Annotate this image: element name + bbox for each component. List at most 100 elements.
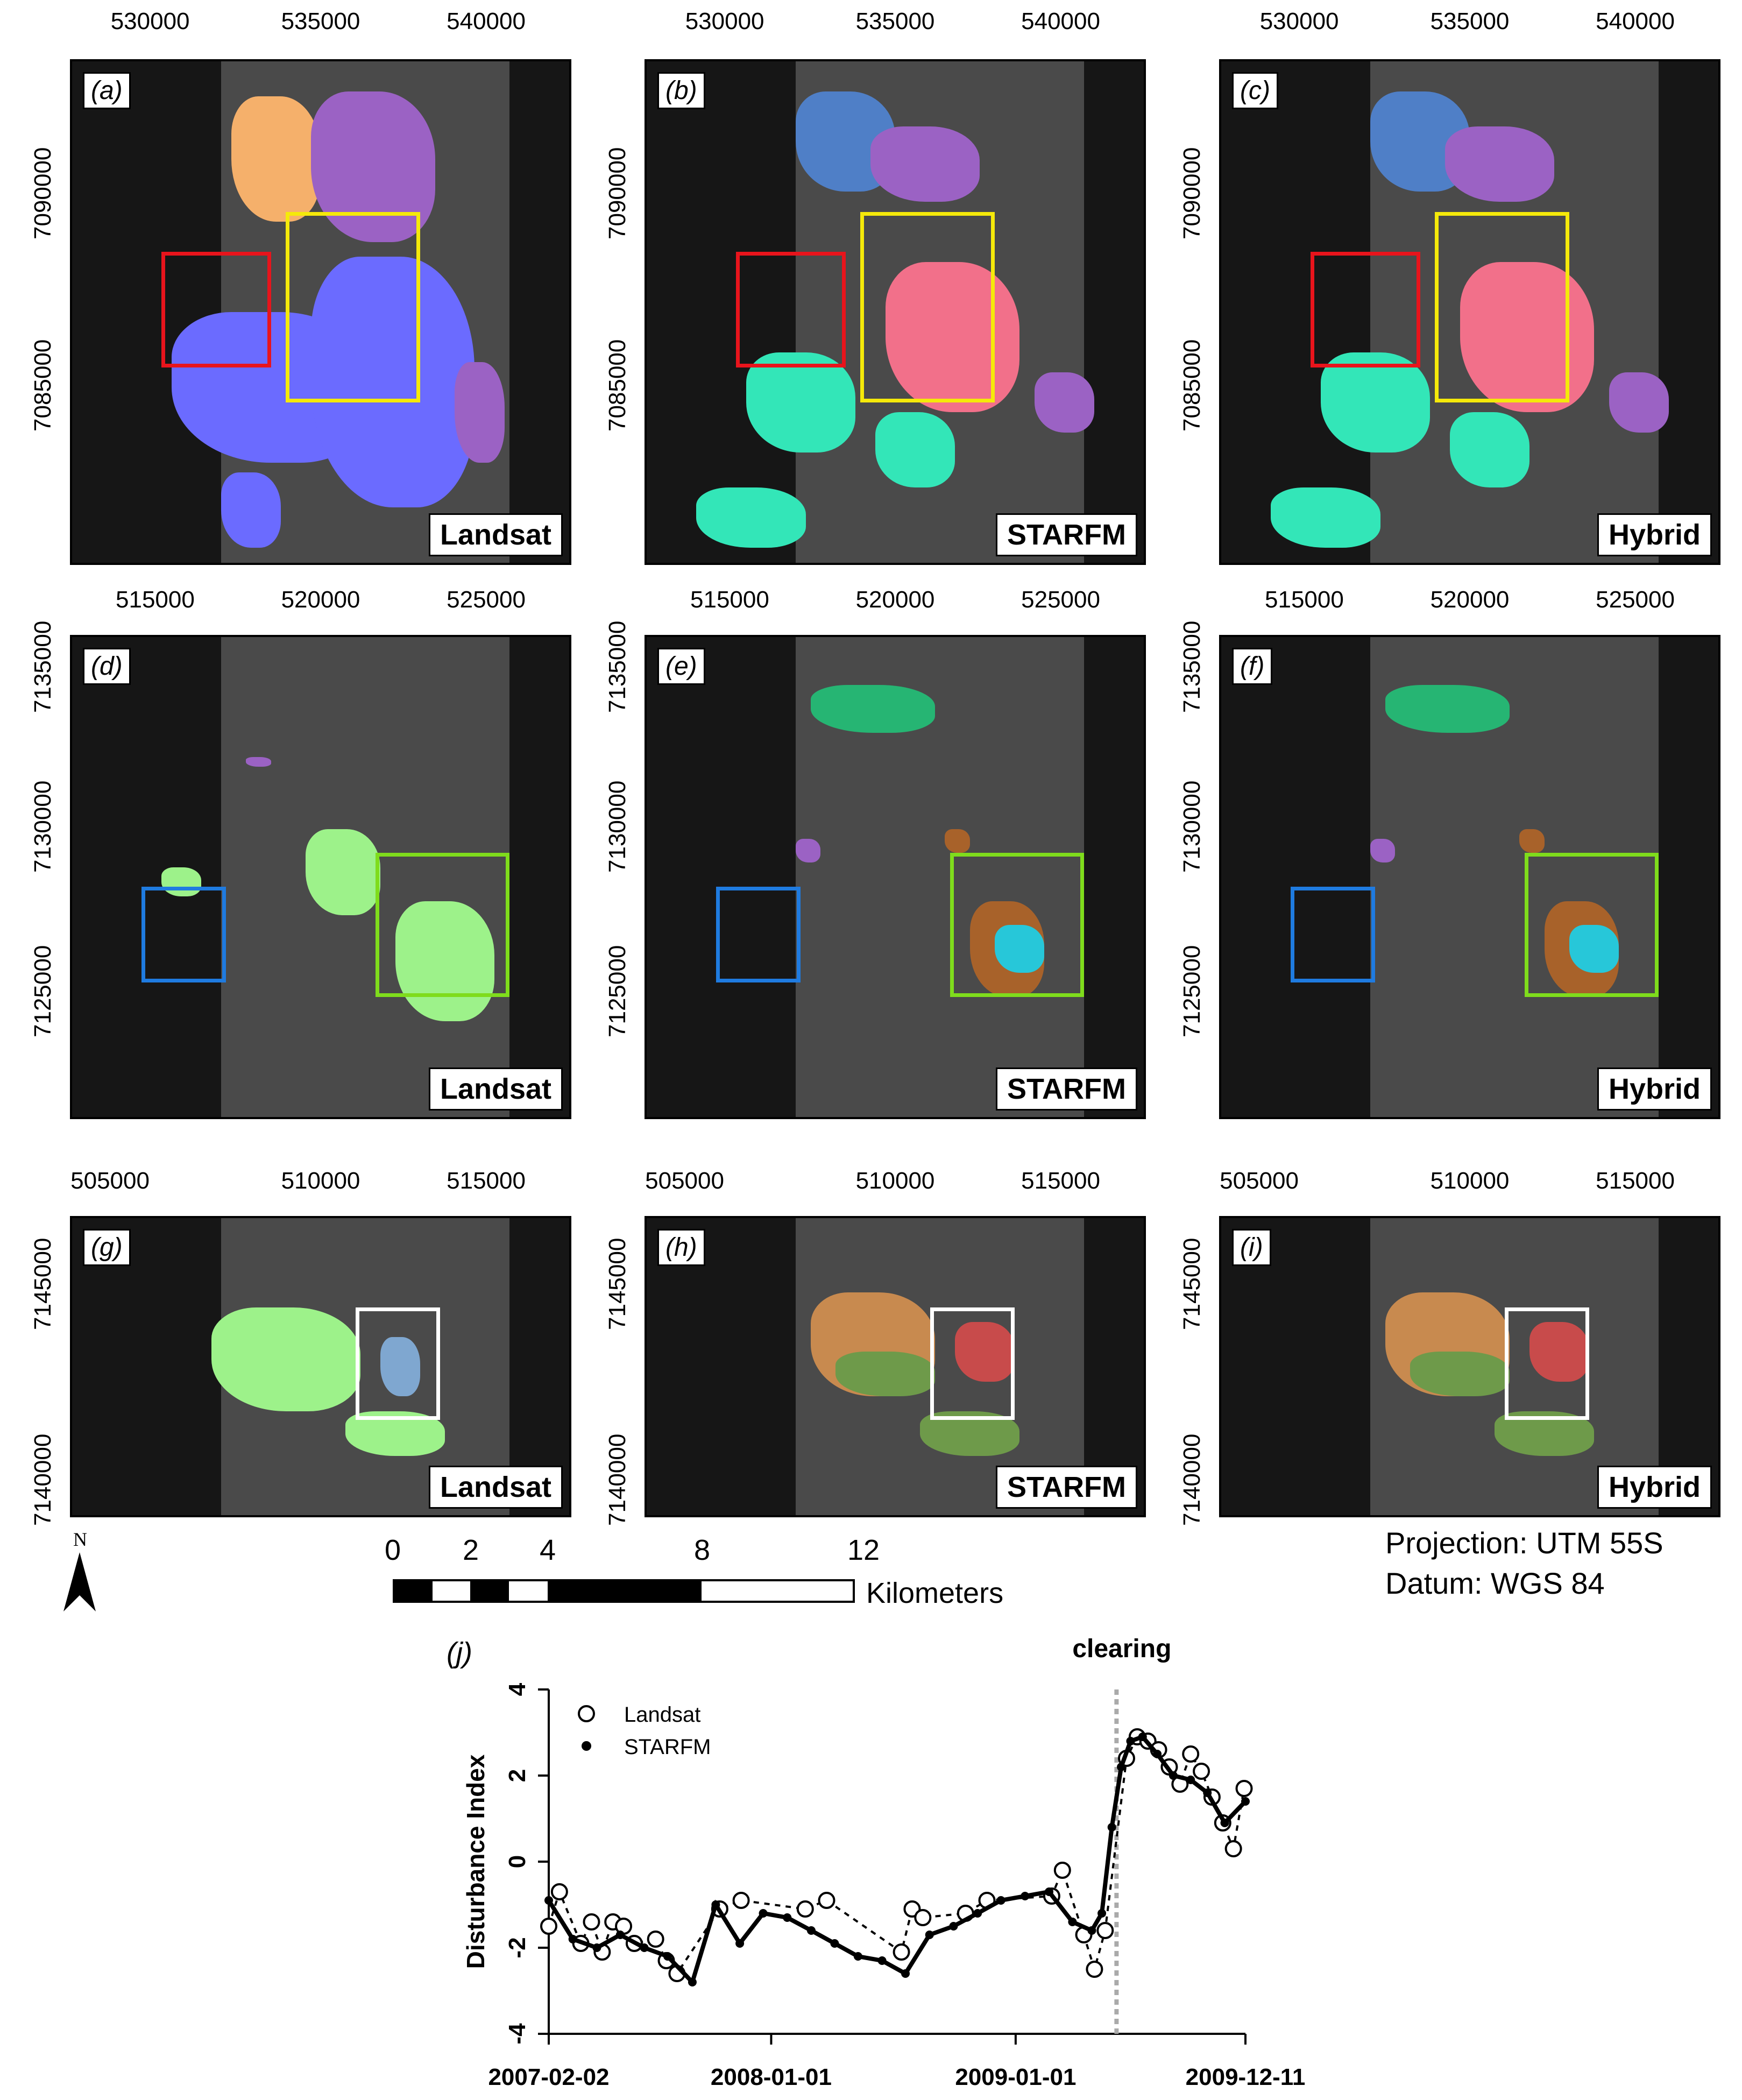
- y-tick-label: 7125000: [604, 945, 631, 1037]
- map-panel-h: (h) STARFM: [645, 1216, 1146, 1517]
- disturbance-patch: [954, 1322, 1015, 1382]
- data-point-starfm: [949, 1922, 958, 1931]
- clearing-label: clearing: [1072, 1635, 1171, 1663]
- data-point-landsat: [550, 1883, 568, 1900]
- data-point-landsat: [1086, 1961, 1103, 1978]
- y-tick-label: 7135000: [604, 620, 631, 713]
- disturbance-patch: [994, 925, 1045, 973]
- x-tick-label: 520000: [1430, 586, 1510, 613]
- y-tick-label: 7140000: [30, 1433, 56, 1526]
- disturbance-patch: [810, 685, 935, 733]
- y-tick-label: 7090000: [604, 147, 631, 239]
- disturbance-patch: [1519, 829, 1545, 853]
- sensor-label: STARFM: [996, 1067, 1137, 1111]
- data-point-starfm: [759, 1909, 768, 1918]
- legend-label: STARFM: [624, 1735, 711, 1759]
- disturbance-patch: [1609, 372, 1669, 433]
- y-tick-label: 7130000: [604, 780, 631, 873]
- data-point-landsat: [1235, 1780, 1253, 1797]
- y-tick-label: -2: [504, 1937, 530, 1958]
- data-point-starfm: [544, 1896, 553, 1905]
- x-tick-label: 505000: [1220, 1168, 1299, 1194]
- y-tick-label: 7140000: [1179, 1433, 1205, 1526]
- data-point-starfm: [663, 1952, 672, 1961]
- background-region: [647, 637, 796, 1117]
- data-point-landsat: [796, 1900, 814, 1918]
- disturbance-patch: [221, 472, 281, 548]
- data-point-starfm: [592, 1943, 601, 1952]
- x-tick-label: 535000: [855, 8, 935, 34]
- map-panel-b: (b) STARFM: [645, 59, 1146, 565]
- data-point-landsat: [914, 1909, 932, 1926]
- data-point-starfm: [1138, 1733, 1147, 1741]
- background-region: [509, 637, 569, 1117]
- background-region: [1084, 61, 1144, 563]
- scale-bar-graphic: [393, 1579, 855, 1603]
- disturbance-patch: [246, 757, 271, 767]
- y-tick-label: 7090000: [30, 147, 56, 239]
- data-point-starfm: [1021, 1892, 1030, 1900]
- x-tick-label: 515000: [1265, 586, 1344, 613]
- x-tick-label: 515000: [116, 586, 195, 613]
- panel-label: (g): [83, 1229, 131, 1266]
- x-tick-label: 515000: [447, 1168, 526, 1194]
- sensor-label: Hybrid: [1597, 1067, 1712, 1111]
- data-point-starfm: [568, 1935, 577, 1943]
- sensor-label: Hybrid: [1597, 513, 1712, 556]
- panel-label: (i): [1232, 1229, 1271, 1266]
- disturbance-patch: [1410, 1352, 1510, 1397]
- background-region: [1221, 637, 1371, 1117]
- data-point-landsat: [540, 1918, 557, 1935]
- data-point-starfm: [1117, 1763, 1126, 1771]
- x-tick-label: 530000: [685, 8, 764, 34]
- y-tick-label: 0: [504, 1855, 530, 1868]
- highlight-box: [860, 211, 995, 402]
- map-panel-c: (c) Hybrid: [1219, 59, 1720, 565]
- highlight-box: [1504, 1307, 1589, 1420]
- data-point-starfm: [735, 1939, 745, 1948]
- y-tick-label: 7145000: [604, 1238, 631, 1330]
- data-point-starfm: [806, 1926, 816, 1935]
- scale-tick-label: 4: [540, 1534, 556, 1566]
- sensor-label: Landsat: [428, 513, 563, 556]
- y-tick-label: 4: [504, 1682, 530, 1696]
- disturbance-patch: [870, 126, 980, 202]
- highlight-box: [161, 252, 271, 367]
- disturbance-patch: [211, 1307, 360, 1411]
- scale-tick-label: 12: [847, 1534, 880, 1566]
- legend-marker-landsat: [578, 1705, 595, 1722]
- disturbance-patch: [310, 91, 435, 242]
- panel-label: (f): [1232, 648, 1273, 685]
- x-tick-label: 510000: [1430, 1168, 1510, 1194]
- map-panel-e: (e) STARFM: [645, 635, 1146, 1119]
- x-tick-label: 525000: [447, 586, 526, 613]
- data-point-starfm: [877, 1956, 887, 1965]
- north-label: N: [73, 1529, 87, 1550]
- x-tick-label: 525000: [1021, 586, 1100, 613]
- y-tick-label: 7130000: [1179, 780, 1205, 873]
- disturbance-patch: [231, 96, 321, 222]
- projection-note: Projection: UTM 55S Datum: WGS 84: [1385, 1525, 1663, 1601]
- map-panel-g: (g) Landsat: [70, 1216, 571, 1517]
- highlight-box: [716, 886, 801, 983]
- x-tick-label: 540000: [447, 8, 526, 34]
- y-tick-label: 2: [504, 1769, 530, 1782]
- data-point-starfm: [1153, 1750, 1162, 1758]
- disturbance-patch: [310, 257, 475, 508]
- disturbance-patch: [746, 352, 856, 452]
- data-point-landsat: [1096, 1922, 1114, 1939]
- data-point-starfm: [853, 1952, 862, 1961]
- x-tick-label: 520000: [855, 586, 935, 613]
- x-tick-label: 515000: [1596, 1168, 1675, 1194]
- highlight-box: [141, 886, 226, 983]
- highlight-box: [1524, 853, 1659, 997]
- x-tick-label: 2009-01-01: [955, 2064, 1076, 2090]
- legend-label: Landsat: [624, 1703, 700, 1727]
- y-tick-label: 7085000: [30, 339, 56, 432]
- data-point-starfm: [1186, 1776, 1195, 1784]
- data-point-starfm: [711, 1900, 720, 1909]
- data-point-starfm: [1169, 1771, 1178, 1780]
- disturbance-patch: [306, 829, 380, 916]
- highlight-box: [286, 211, 420, 402]
- disturbance-patch: [161, 867, 202, 896]
